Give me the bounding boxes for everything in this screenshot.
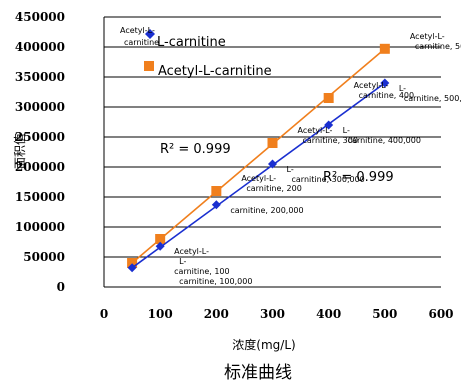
- data-label: Acetyl-L-carnitine, 500: [410, 32, 461, 51]
- annotations: Acetyl-L-carnitine, 200 Acetyl-L-carnitin…: [120, 26, 461, 286]
- legend: L-carnitine Acetyl-L-carnitine: [144, 29, 272, 79]
- x-tick-labels: 0 100 200 300 400 500 600: [100, 307, 454, 321]
- series-l-carnitine: [127, 78, 390, 273]
- data-point: [127, 263, 137, 273]
- chart-caption: 标准曲线: [224, 363, 292, 383]
- y-tick-label: 450000: [15, 10, 65, 24]
- data-point: [323, 93, 334, 103]
- legend-marker-l-carnitine: [145, 29, 155, 39]
- data-label: Acetyl-L-L-carnitine, 100 carnitine, 100,…: [174, 247, 252, 286]
- legend-label-l-carnitine: L-carnitine: [157, 35, 226, 50]
- data-label: Acetyl-L-carnitine, 300: [298, 126, 358, 145]
- r2-label-acetyl: R² = 0.999: [160, 142, 231, 157]
- grid-lines: [104, 16, 441, 288]
- data-label: Acetyl-L-carnitine, 200: [241, 174, 301, 193]
- y-tick-label: 50000: [23, 250, 65, 264]
- data-point: [127, 258, 138, 268]
- x-tick-label: 500: [372, 307, 397, 321]
- legend-marker-acetyl: [144, 61, 154, 71]
- x-axis-label: 浓度(mg/L): [232, 337, 295, 352]
- trend-line: [131, 82, 386, 269]
- y-tick-label: 100000: [15, 220, 65, 234]
- trend-line: [131, 48, 386, 264]
- r2-label-l-carnitine: R² = 0.999: [323, 170, 394, 185]
- x-tick-label: 100: [148, 307, 173, 321]
- legend-label-acetyl: Acetyl-L-carnitine: [158, 64, 272, 79]
- data-point: [211, 186, 222, 196]
- y-tick-label: 400000: [15, 40, 65, 54]
- y-tick-labels: 0 50000 100000 150000 200000 250000 300000 3500…: [15, 10, 65, 294]
- x-tick-label: 200: [204, 307, 229, 321]
- x-tick-label: 400: [316, 307, 341, 321]
- data-point: [380, 78, 390, 88]
- data-point: [268, 159, 277, 169]
- x-tick-label: 300: [260, 307, 285, 321]
- y-tick-label: 350000: [15, 70, 65, 84]
- y-tick-label: 200000: [15, 160, 65, 174]
- x-tick-label: 0: [100, 307, 108, 321]
- y-tick-label: 0: [57, 280, 65, 294]
- data-point: [324, 120, 334, 130]
- data-point: [379, 43, 390, 54]
- y-tick-label: 150000: [15, 190, 65, 204]
- series-acetyl-l-carnitine: [127, 43, 390, 268]
- y-tick-label: 300000: [15, 100, 65, 114]
- legend-overlap-label: Acetyl-L-carnitine: [120, 26, 159, 47]
- data-label: carnitine, 200,000: [230, 206, 303, 215]
- data-point: [267, 138, 278, 148]
- data-label: L-carnitine, 400,000: [343, 126, 421, 145]
- data-label: Acetyl-L-carnitine, 400: [354, 81, 414, 100]
- data-label: L-carnitine, 300,000: [287, 165, 365, 184]
- data-point: [155, 241, 165, 251]
- data-point: [155, 234, 166, 244]
- y-axis-label: 面积值: [12, 133, 27, 169]
- data-label: L-carnitine, 500,000: [399, 84, 461, 103]
- series: [127, 43, 390, 273]
- x-tick-label: 600: [428, 307, 453, 321]
- y-tick-label: 250000: [15, 130, 65, 144]
- data-point: [211, 200, 221, 210]
